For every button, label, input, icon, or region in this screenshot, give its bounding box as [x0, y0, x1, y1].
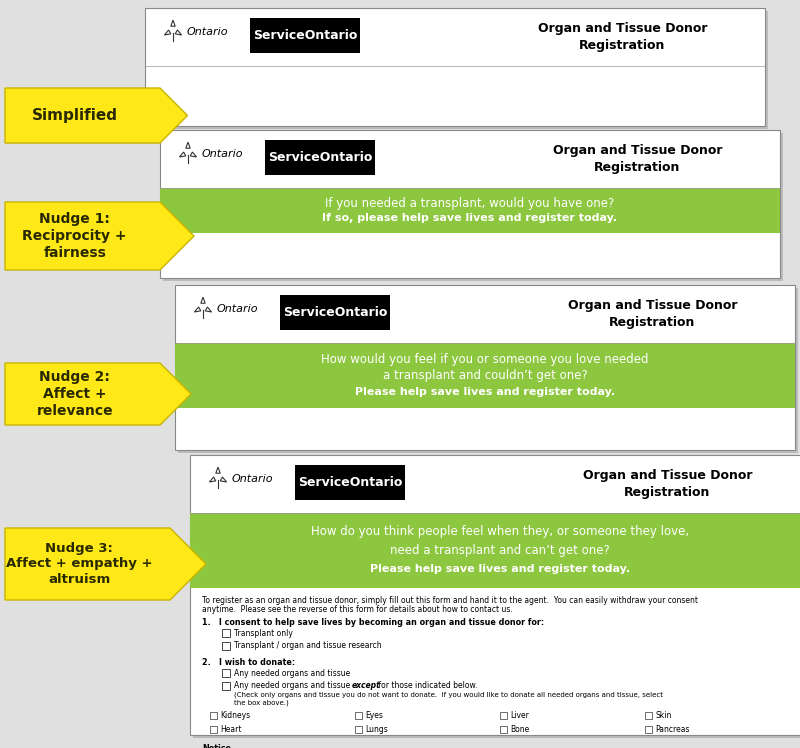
Text: 1.   I consent to help save lives by becoming an organ and tissue donor for:: 1. I consent to help save lives by becom…	[202, 618, 544, 627]
Text: Ontario: Ontario	[187, 27, 229, 37]
FancyBboxPatch shape	[250, 18, 360, 53]
FancyBboxPatch shape	[645, 712, 652, 719]
Text: the box above.): the box above.)	[234, 700, 289, 707]
Polygon shape	[5, 528, 206, 600]
Text: Ontario: Ontario	[217, 304, 258, 314]
Text: ServiceOntario: ServiceOntario	[268, 151, 372, 164]
Text: Organ and Tissue Donor
Registration: Organ and Tissue Donor Registration	[582, 469, 752, 499]
Text: Please help save lives and register today.: Please help save lives and register toda…	[355, 387, 615, 396]
Text: ServiceOntario: ServiceOntario	[298, 476, 402, 489]
Text: Organ and Tissue Donor
Registration: Organ and Tissue Donor Registration	[568, 299, 737, 329]
Text: Notice: Notice	[202, 744, 231, 748]
FancyBboxPatch shape	[222, 629, 230, 637]
Text: Organ and Tissue Donor
Registration: Organ and Tissue Donor Registration	[538, 22, 707, 52]
Polygon shape	[5, 363, 191, 425]
FancyBboxPatch shape	[295, 465, 405, 500]
FancyBboxPatch shape	[265, 140, 375, 175]
FancyBboxPatch shape	[175, 343, 795, 408]
FancyBboxPatch shape	[210, 726, 217, 733]
Text: Kidneys: Kidneys	[220, 711, 250, 720]
Text: Heart: Heart	[220, 725, 242, 734]
FancyBboxPatch shape	[280, 295, 390, 330]
Polygon shape	[5, 88, 187, 143]
FancyBboxPatch shape	[222, 682, 230, 690]
Text: How would you feel if you or someone you love needed: How would you feel if you or someone you…	[322, 353, 649, 366]
Text: 2.   I wish to donate:: 2. I wish to donate:	[202, 658, 295, 667]
Text: Skin: Skin	[655, 711, 671, 720]
Text: Ontario: Ontario	[202, 149, 243, 159]
Text: If you needed a transplant, would you have one?: If you needed a transplant, would you ha…	[326, 197, 614, 209]
FancyBboxPatch shape	[500, 712, 507, 719]
FancyBboxPatch shape	[355, 712, 362, 719]
Text: Nudge 2:
Affect +
relevance: Nudge 2: Affect + relevance	[37, 370, 113, 417]
FancyBboxPatch shape	[160, 188, 780, 233]
Text: Liver: Liver	[510, 711, 529, 720]
FancyBboxPatch shape	[175, 285, 795, 450]
Text: ServiceOntario: ServiceOntario	[283, 306, 387, 319]
Text: Nudge 1:
Reciprocity +
fairness: Nudge 1: Reciprocity + fairness	[22, 212, 127, 260]
FancyBboxPatch shape	[193, 458, 800, 738]
FancyBboxPatch shape	[222, 642, 230, 650]
FancyBboxPatch shape	[160, 130, 780, 278]
Text: Transplant / organ and tissue research: Transplant / organ and tissue research	[234, 642, 382, 651]
Text: Simplified: Simplified	[32, 108, 118, 123]
Text: (Check only organs and tissue you do not want to donate.  If you would like to d: (Check only organs and tissue you do not…	[234, 692, 663, 699]
FancyBboxPatch shape	[210, 712, 217, 719]
Text: except: except	[352, 681, 381, 690]
Text: anytime.  Please see the reverse of this form for details about how to contact u: anytime. Please see the reverse of this …	[202, 605, 513, 614]
FancyBboxPatch shape	[190, 455, 800, 735]
Polygon shape	[5, 202, 194, 270]
Text: Bone: Bone	[510, 725, 530, 734]
Text: Any needed organs and tissue: Any needed organs and tissue	[234, 681, 353, 690]
Text: Lungs: Lungs	[365, 725, 388, 734]
FancyBboxPatch shape	[163, 133, 783, 281]
Text: need a transplant and can’t get one?: need a transplant and can’t get one?	[390, 544, 610, 557]
FancyBboxPatch shape	[148, 11, 768, 129]
Text: Organ and Tissue Donor
Registration: Organ and Tissue Donor Registration	[553, 144, 722, 174]
FancyBboxPatch shape	[178, 288, 798, 453]
FancyBboxPatch shape	[222, 669, 230, 677]
Text: ServiceOntario: ServiceOntario	[253, 29, 357, 42]
FancyBboxPatch shape	[500, 726, 507, 733]
Text: Ontario: Ontario	[232, 474, 274, 484]
Text: Nudge 3:
Affect + empathy +
altruism: Nudge 3: Affect + empathy + altruism	[6, 542, 153, 586]
Text: If so, please help save lives and register today.: If so, please help save lives and regist…	[322, 213, 618, 223]
Text: Transplant only: Transplant only	[234, 628, 293, 637]
FancyBboxPatch shape	[355, 726, 362, 733]
Text: Eyes: Eyes	[365, 711, 383, 720]
Text: a transplant and couldn’t get one?: a transplant and couldn’t get one?	[382, 369, 587, 382]
Text: How do you think people feel when they, or someone they love,: How do you think people feel when they, …	[311, 525, 689, 539]
Text: Pancreas: Pancreas	[655, 725, 690, 734]
FancyBboxPatch shape	[190, 513, 800, 588]
FancyBboxPatch shape	[145, 8, 765, 126]
FancyBboxPatch shape	[645, 726, 652, 733]
Text: To register as an organ and tissue donor, simply fill out this form and hand it : To register as an organ and tissue donor…	[202, 596, 698, 605]
Text: Any needed organs and tissue: Any needed organs and tissue	[234, 669, 350, 678]
Text: for those indicated below.: for those indicated below.	[376, 681, 478, 690]
Text: Please help save lives and register today.: Please help save lives and register toda…	[370, 564, 630, 574]
